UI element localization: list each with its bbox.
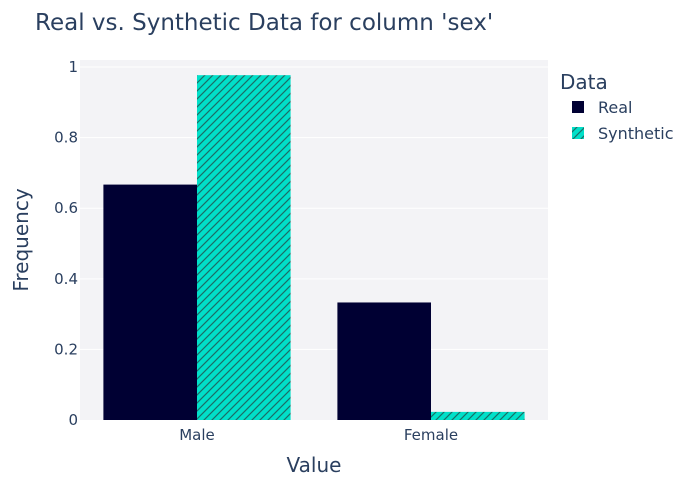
legend-title: Data (560, 70, 608, 94)
bar-real-male (103, 184, 197, 420)
legend-label-real: Real (598, 98, 633, 117)
bar-synthetic-male (197, 75, 291, 421)
y-tick-label: 0.8 (54, 129, 78, 147)
x-tick-label: Male (179, 426, 215, 444)
bar-synthetic-female (431, 411, 525, 420)
y-tick-label: 0 (68, 411, 78, 429)
legend-swatch-real (572, 101, 584, 113)
bars (103, 75, 525, 421)
x-tick-label: Female (404, 426, 458, 444)
y-axis-title: Frequency (9, 188, 33, 291)
chart-title: Real vs. Synthetic Data for column 'sex' (35, 10, 493, 36)
legend-label-synthetic: Synthetic (598, 124, 674, 143)
legend: Data Real Synthetic (560, 70, 674, 143)
x-axis-title: Value (287, 453, 342, 477)
x-axis-ticks: Male Female (179, 426, 458, 444)
legend-swatch-synthetic (572, 127, 584, 139)
y-axis-ticks: 0 0.2 0.4 0.6 0.8 1 (54, 58, 78, 429)
y-tick-label: 1 (68, 58, 78, 76)
bar-real-female (337, 302, 431, 420)
legend-items: Real Synthetic (572, 98, 674, 143)
y-tick-label: 0.2 (54, 340, 78, 358)
y-tick-label: 0.6 (54, 199, 78, 217)
y-tick-label: 0.4 (54, 270, 78, 288)
